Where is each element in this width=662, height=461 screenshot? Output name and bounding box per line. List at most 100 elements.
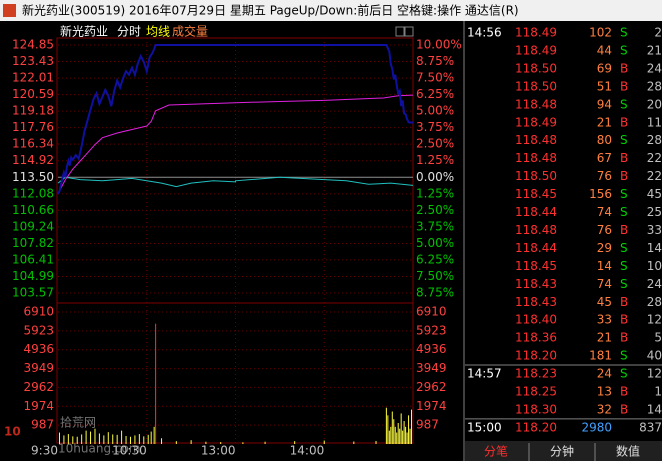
trade-count: 28 xyxy=(647,79,662,93)
chart-button[interactable] xyxy=(395,26,406,37)
pct-tick-label: 7.50% xyxy=(416,269,454,283)
price-tick-label: 124.85 xyxy=(12,38,54,52)
chart-button[interactable] xyxy=(403,26,414,37)
price-tick-label: 103.57 xyxy=(12,286,54,300)
trade-volume: 94 xyxy=(597,97,612,111)
trade-price: 118.48 xyxy=(515,133,557,147)
watermark-logo: 10 xyxy=(4,425,21,439)
trade-volume: 156 xyxy=(589,187,612,201)
trade-price: 118.49 xyxy=(515,43,557,57)
trade-price: 118.48 xyxy=(515,97,557,111)
trade-volume: 24 xyxy=(597,367,612,381)
volume-tick-label: 3949 xyxy=(416,361,447,375)
watermark-site: 10huang.com xyxy=(58,442,141,456)
pct-tick-label: 1.25% xyxy=(416,153,454,167)
trade-price: 118.25 xyxy=(515,385,557,399)
index-line xyxy=(57,176,414,188)
trade-count: 837 xyxy=(639,420,662,434)
trade-volume: 21 xyxy=(597,115,612,129)
volume-tick-label: 5923 xyxy=(416,323,447,337)
price-tick-label: 109.24 xyxy=(12,219,54,233)
trade-price: 118.48 xyxy=(515,223,557,237)
trade-price: 118.36 xyxy=(515,331,557,345)
tab[interactable]: 分钟 xyxy=(550,444,574,459)
trade-count: 1 xyxy=(654,385,662,399)
trade-price: 118.50 xyxy=(515,169,557,183)
trade-volume: 74 xyxy=(597,277,612,291)
trade-count: 24 xyxy=(647,61,662,75)
time-label: 13:00 xyxy=(201,444,236,458)
pct-tick-label: 8.75% xyxy=(416,286,454,300)
trade-side: S xyxy=(620,133,628,147)
trade-price: 118.20 xyxy=(515,349,557,363)
trade-time: 14:57 xyxy=(467,367,502,381)
volume-tick-label: 6910 xyxy=(416,305,447,319)
trade-count: 40 xyxy=(647,349,662,363)
price-tick-label: 116.34 xyxy=(12,137,54,151)
trade-price: 118.49 xyxy=(515,26,557,40)
trade-side: B xyxy=(620,79,628,93)
price-tick-label: 110.66 xyxy=(12,203,54,217)
trade-side: B xyxy=(620,223,628,237)
tab[interactable]: 分笔 xyxy=(484,444,508,459)
trade-side: S xyxy=(620,349,628,363)
legend-item: 分时 xyxy=(117,25,141,39)
trade-price: 118.43 xyxy=(515,277,557,291)
trade-count: 2 xyxy=(654,26,662,40)
trade-volume: 102 xyxy=(589,26,612,40)
price-tick-label: 114.92 xyxy=(12,153,54,167)
trade-volume: 74 xyxy=(597,205,612,219)
title-bar xyxy=(0,0,662,21)
trade-side: B xyxy=(620,402,628,416)
trade-side: S xyxy=(620,43,628,57)
app-icon xyxy=(3,4,16,17)
trade-volume: 76 xyxy=(597,169,612,183)
trade-side: B xyxy=(620,169,628,183)
trade-side: S xyxy=(620,277,628,291)
price-line xyxy=(57,44,413,195)
legend-item: 均线 xyxy=(146,25,170,39)
volume-tick-label: 4936 xyxy=(416,342,447,356)
trade-volume: 29 xyxy=(597,241,612,255)
volume-tick-label: 2962 xyxy=(23,380,54,394)
trade-price: 118.20 xyxy=(515,420,557,434)
trade-volume: 69 xyxy=(597,61,612,75)
pct-tick-label: 6.25% xyxy=(416,252,454,266)
trade-count: 12 xyxy=(647,313,662,327)
trade-side: B xyxy=(620,385,628,399)
price-tick-label: 123.43 xyxy=(12,54,54,68)
price-tick-label: 104.99 xyxy=(12,269,54,283)
volume-tick-label: 3949 xyxy=(23,361,54,375)
tab[interactable]: 数值 xyxy=(616,444,640,459)
pct-tick-label: 2.50% xyxy=(416,203,454,217)
trade-price: 118.40 xyxy=(515,313,557,327)
trade-count: 28 xyxy=(647,133,662,147)
pct-tick-label: 6.25% xyxy=(416,87,454,101)
trade-side: S xyxy=(620,97,628,111)
pct-tick-label: 2.50% xyxy=(416,137,454,151)
pct-tick-label: 7.50% xyxy=(416,71,454,85)
trade-price: 118.45 xyxy=(515,259,557,273)
price-tick-label: 122.01 xyxy=(12,71,54,85)
trade-volume: 76 xyxy=(597,223,612,237)
trade-count: 11 xyxy=(647,115,662,129)
trade-side: S xyxy=(620,187,628,201)
trade-price: 118.48 xyxy=(515,151,557,165)
trade-price: 118.43 xyxy=(515,295,557,309)
price-tick-label: 106.41 xyxy=(12,252,54,266)
trade-price: 118.44 xyxy=(515,205,557,219)
price-tick-label: 117.76 xyxy=(12,120,54,134)
volume-tick-label: 1974 xyxy=(23,399,54,413)
trade-volume: 80 xyxy=(597,133,612,147)
trade-count: 22 xyxy=(647,151,662,165)
average-line xyxy=(57,94,414,194)
trade-volume: 32 xyxy=(597,402,612,416)
price-tick-label: 120.59 xyxy=(12,87,54,101)
trade-side: B xyxy=(620,331,628,345)
trade-volume: 51 xyxy=(597,79,612,93)
trade-count: 33 xyxy=(647,223,662,237)
pct-tick-label: 5.00% xyxy=(416,104,454,118)
trade-side: B xyxy=(620,295,628,309)
trade-volume: 67 xyxy=(597,151,612,165)
